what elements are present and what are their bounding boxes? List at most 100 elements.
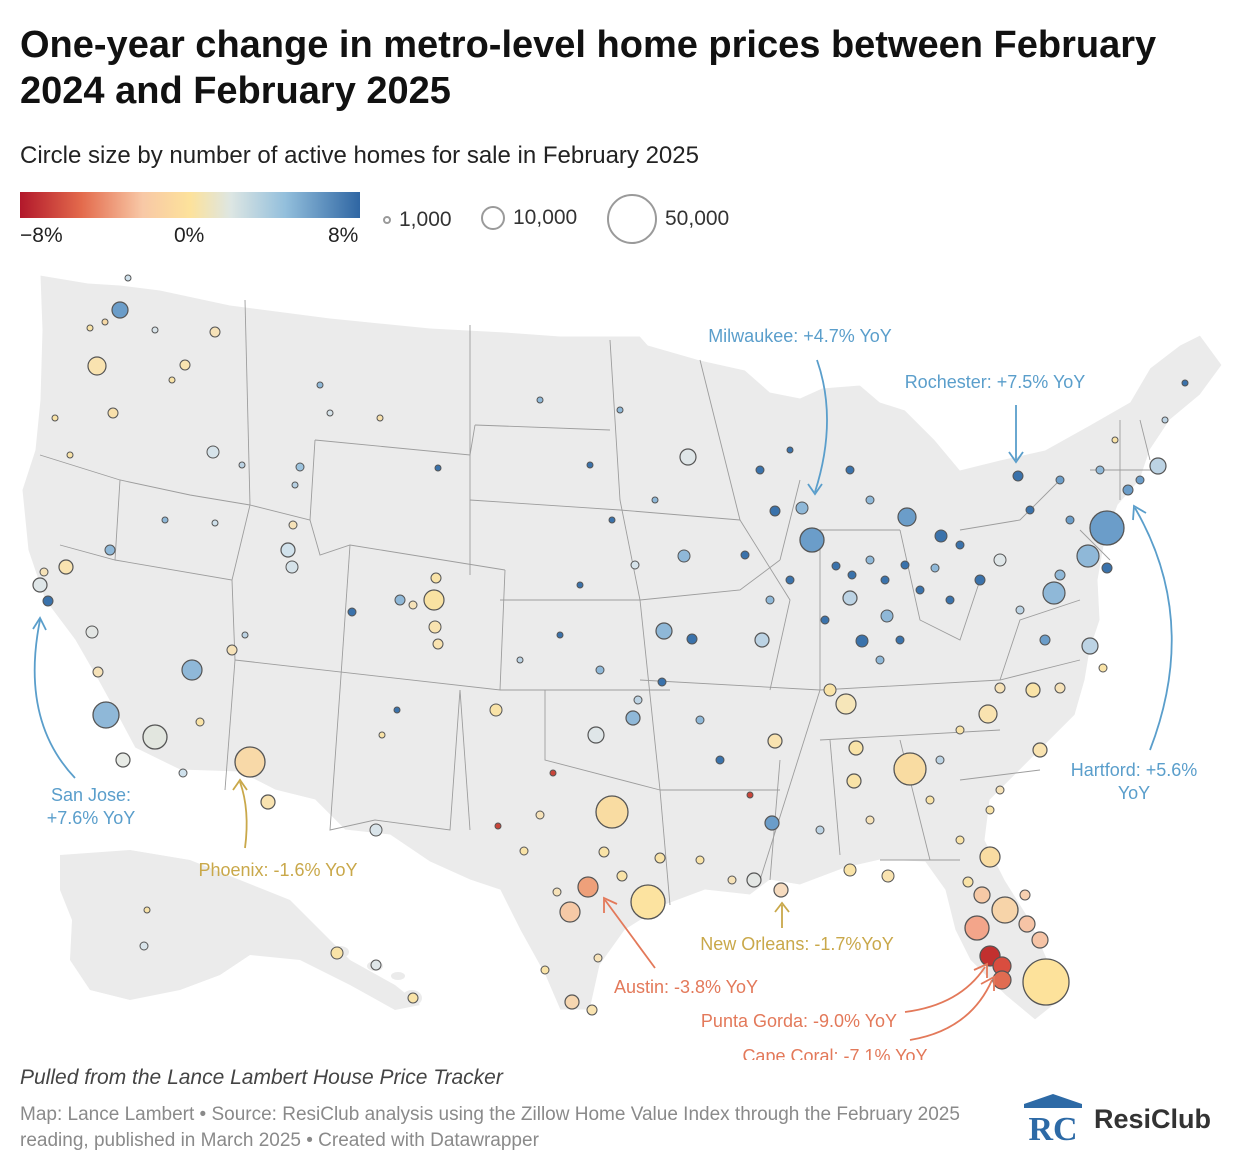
- metro-circle: [786, 446, 794, 454]
- metro-circle: [633, 695, 643, 705]
- metro-circle: [330, 946, 344, 960]
- size-legend-medium-label: 10,000: [513, 206, 578, 229]
- metro-circle: [370, 959, 382, 971]
- metro-circle: [934, 529, 948, 543]
- size-legend-medium-circle: [481, 206, 505, 230]
- metro-circle: [815, 825, 825, 835]
- metro-circle: [540, 965, 550, 975]
- metro-circle: [595, 665, 605, 675]
- metro-circle: [846, 773, 862, 789]
- metro-circle: [115, 752, 131, 768]
- metro-circle: [1042, 581, 1066, 605]
- metro-circle: [608, 516, 616, 524]
- color-scale-min-label: −8%: [20, 224, 63, 247]
- metro-circle: [930, 563, 940, 573]
- metro-circle: [973, 886, 991, 904]
- size-legend-small-label: 1,000: [399, 208, 452, 231]
- metro-circle: [179, 359, 191, 371]
- metro-circle: [686, 633, 698, 645]
- metro-circle: [86, 324, 94, 332]
- metro-circle: [985, 805, 995, 815]
- resiclub-logo: RC ResiClub: [1024, 1094, 1211, 1144]
- hartford-label-line1: Hartford: +5.6%: [1071, 760, 1198, 780]
- metro-circle: [168, 376, 176, 384]
- metro-circle: [1025, 505, 1035, 515]
- metro-circle: [831, 561, 841, 571]
- metro-circle: [740, 550, 750, 560]
- metro-circle: [1111, 436, 1119, 444]
- metro-circle: [143, 906, 151, 914]
- metro-circle: [432, 638, 444, 650]
- metro-circle: [85, 625, 99, 639]
- cape-coral-arrow-head: [980, 975, 995, 991]
- us-lower48-shape: [21, 274, 1223, 1021]
- metro-circle: [1098, 663, 1108, 673]
- size-legend-large-label: 50,000: [665, 207, 730, 230]
- metro-circle: [92, 701, 120, 729]
- metro-circle: [598, 846, 610, 858]
- metro-circle: [616, 406, 624, 414]
- metro-circle: [1135, 475, 1145, 485]
- hartford-arrow: [1134, 507, 1173, 751]
- color-scale-max-label: 8%: [328, 224, 359, 247]
- metro-circle: [848, 740, 864, 756]
- metro-circle: [408, 600, 418, 610]
- metro-circle: [1101, 562, 1113, 574]
- size-legend-large: 50,000: [607, 194, 729, 244]
- metro-circle: [964, 915, 990, 941]
- metro-circle: [32, 577, 48, 593]
- legend: −8% 0% 8% 1,000 10,000 50,000: [20, 192, 780, 252]
- metro-circle: [92, 666, 104, 678]
- metro-circle: [423, 589, 445, 611]
- metro-circle: [559, 901, 581, 923]
- metro-circle: [1015, 605, 1025, 615]
- metro-circle: [87, 356, 107, 376]
- metro-circle: [586, 461, 594, 469]
- metro-circle: [746, 791, 754, 799]
- metro-circle: [630, 560, 640, 570]
- metro-circle: [880, 609, 894, 623]
- size-legend-medium: 10,000: [481, 206, 577, 230]
- san-jose-arrow-head: [32, 616, 47, 631]
- metro-circle: [865, 555, 875, 565]
- resiclub-logo-mark: RC: [1024, 1094, 1082, 1144]
- metro-circle: [773, 882, 789, 898]
- metro-circle: [979, 846, 1001, 868]
- metro-circle: [58, 559, 74, 575]
- metro-circle: [260, 794, 276, 810]
- metro-circle: [843, 863, 857, 877]
- metro-circle: [820, 615, 830, 625]
- metro-circle: [842, 590, 858, 606]
- metro-circle: [746, 872, 762, 888]
- milwaukee-arrow: [814, 359, 828, 493]
- metro-circle: [291, 481, 299, 489]
- metro-circle: [616, 870, 628, 882]
- metro-circle: [295, 462, 305, 472]
- annotation-arrows: [32, 359, 1173, 1041]
- metro-circle: [754, 632, 770, 648]
- metro-circle: [178, 768, 188, 778]
- metro-circle: [897, 507, 917, 527]
- metro-circle: [655, 622, 673, 640]
- metro-circle: [695, 855, 705, 865]
- metro-circle: [978, 704, 998, 724]
- hartford-arrow-head: [1132, 504, 1147, 521]
- metro-circle: [695, 715, 705, 725]
- metro-circle: [516, 656, 524, 664]
- color-scale-bar: [20, 192, 360, 218]
- metro-circle: [241, 631, 249, 639]
- cape-coral-arrow: [909, 979, 993, 1041]
- metro-circle: [206, 445, 220, 459]
- metro-circle: [111, 301, 129, 319]
- color-scale-mid-label: 0%: [174, 224, 205, 247]
- metro-circle: [955, 540, 965, 550]
- austin-arrow: [604, 899, 656, 969]
- metro-circle: [234, 746, 266, 778]
- metro-circle: [489, 703, 503, 717]
- metro-circle: [1089, 510, 1125, 546]
- metro-circle: [1039, 634, 1051, 646]
- metro-circle: [1054, 682, 1066, 694]
- metro-circle: [124, 274, 132, 282]
- chart-subtitle: Circle size by number of active homes fo…: [20, 142, 699, 169]
- metro-circle: [576, 581, 584, 589]
